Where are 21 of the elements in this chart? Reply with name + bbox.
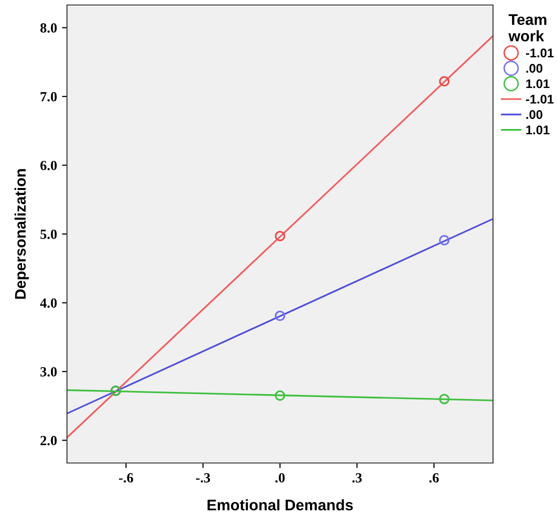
y-axis-title: Depersonalization [14, 169, 29, 299]
legend-title: Team work [508, 14, 546, 42]
x-tick-label: -.3 [196, 473, 210, 483]
y-tick-label: 3.0 [40, 367, 57, 377]
y-tick-label: 7.0 [40, 92, 57, 102]
legend-label: 1.01 [526, 126, 550, 134]
x-tick-label: .6 [429, 473, 439, 483]
y-tick-label: 5.0 [40, 230, 57, 240]
x-tick-label: -.6 [119, 473, 134, 483]
y-tick-label: 4.0 [40, 298, 57, 308]
legend-label: -1.01 [526, 48, 554, 58]
legend-label: .00 [526, 64, 542, 73]
legend-label: 1.01 [526, 79, 550, 88]
legend-label: .00 [526, 110, 542, 119]
x-tick-label: .3 [352, 473, 362, 483]
y-tick-label: 6.0 [40, 160, 57, 170]
y-tick-label: 8.0 [40, 23, 57, 33]
x-tick-label: .0 [275, 473, 285, 483]
x-axis-title: Emotional Demands [208, 499, 353, 510]
legend-label: -1.01 [526, 94, 554, 104]
y-tick-label: 2.0 [40, 436, 57, 446]
